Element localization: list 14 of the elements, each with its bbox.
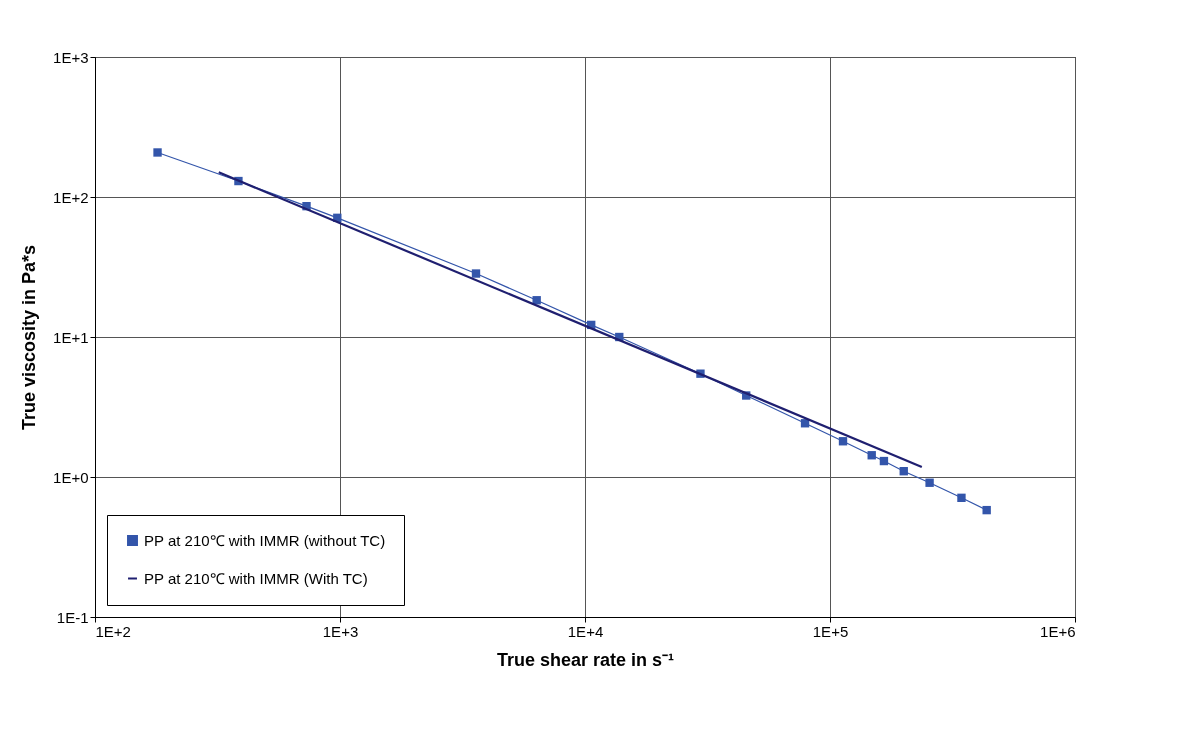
y-tick-label: 1E+2 bbox=[53, 188, 89, 206]
x-tick-label: 1E+4 bbox=[567, 622, 604, 640]
legend-label: PP at 210℃ with IMMR (With TC) bbox=[144, 569, 368, 587]
x-tick-label: 1E+2 bbox=[95, 622, 131, 640]
x-tick-label: 1E+6 bbox=[1040, 622, 1076, 640]
y-tick-label: 1E+0 bbox=[53, 468, 89, 486]
x-axis-title: True shear rate in s⁻¹ bbox=[496, 649, 675, 670]
y-tick-label: 1E-1 bbox=[56, 608, 89, 626]
y-axis-title: True viscosity in Pa*s bbox=[19, 244, 40, 431]
y-tick-label: 1E+1 bbox=[53, 328, 89, 346]
legend-label: PP at 210℃ with IMMR (without TC) bbox=[144, 531, 386, 549]
y-tick-label: 1E+3 bbox=[53, 48, 89, 66]
x-tick-label: 1E+3 bbox=[322, 622, 359, 640]
x-tick-label: 1E+5 bbox=[812, 622, 849, 640]
